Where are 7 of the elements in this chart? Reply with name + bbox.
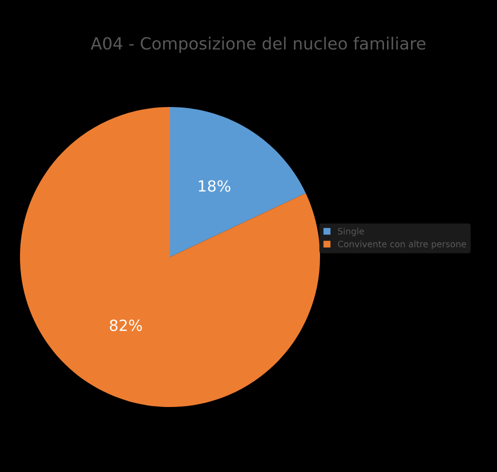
legend-label: Convivente con altre persone xyxy=(338,240,466,250)
legend-label: Single xyxy=(338,228,364,236)
chart-title: A04 - Composizione del nucleo familiare xyxy=(90,36,426,53)
pie-slice xyxy=(170,107,306,257)
pie-slice xyxy=(20,107,320,407)
data-label: 82% xyxy=(110,320,142,332)
data-label: 18% xyxy=(198,180,230,192)
